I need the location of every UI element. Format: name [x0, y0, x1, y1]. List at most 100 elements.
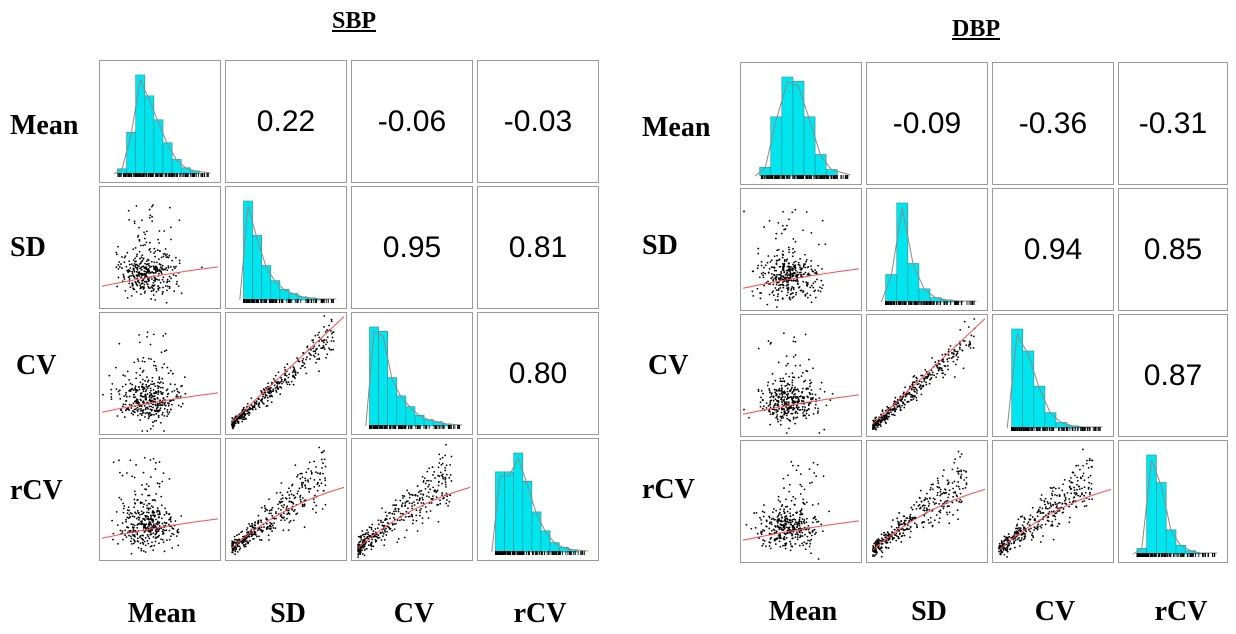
- sbp-cv-sd-point: [274, 387, 277, 389]
- dbp-sd-mean-point: [780, 232, 783, 235]
- sbp-rcv-mean-point: [122, 502, 125, 505]
- dbp-cv-sd-point: [913, 395, 916, 398]
- sbp-cv-sd-point: [330, 340, 333, 342]
- dbp-rcv-mean-point: [790, 499, 793, 502]
- dbp-rcv-mean-point: [785, 536, 788, 539]
- dbp-rcv-mean-point: [778, 537, 781, 540]
- sbp-cv-sd-point: [254, 402, 256, 404]
- sbp-rcv-mean-point: [165, 522, 168, 524]
- sbp-cv-mean-point: [125, 400, 127, 402]
- sbp-corr-cell: -0.06: [351, 60, 473, 183]
- sbp-cv-mean-point: [110, 388, 113, 391]
- dbp-sd-mean-point: [819, 290, 822, 293]
- sbp-sd-mean-point: [147, 264, 150, 267]
- sbp-rcv-mean-point: [153, 515, 156, 518]
- sbp-rcv-cv-point: [442, 477, 445, 480]
- dbp-rcv-mean-point: [811, 521, 814, 524]
- dbp-sd-mean-point: [787, 280, 790, 283]
- dbp-rcv-mean-point: [769, 541, 772, 544]
- dbp-cv-mean-point: [783, 390, 786, 393]
- dbp-cv-mean-point: [786, 382, 789, 385]
- sbp-rcv-sd-point: [308, 487, 310, 490]
- sbp-sd-mean-point: [157, 289, 160, 291]
- sbp-cv-sd-point: [332, 331, 335, 334]
- sbp-rcv-cv-point: [374, 535, 376, 538]
- dbp-sd-mean-point: [809, 294, 812, 297]
- sbp-rcv-mean-point: [144, 536, 147, 539]
- sbp-cv-mean-point: [152, 333, 155, 336]
- sbp-rcv-cv-point: [399, 499, 402, 502]
- dbp-cv-sd-point: [954, 350, 957, 353]
- sbp-rcv-mean-point: [146, 507, 149, 510]
- sbp-sd-mean-point: [139, 267, 141, 270]
- dbp-cv-mean-point: [785, 373, 787, 375]
- dbp-sd-mean-point: [785, 284, 788, 287]
- dbp-sd-mean-point: [764, 272, 767, 275]
- dbp-cv-mean-point: [760, 396, 762, 399]
- dbp-cv-mean-point: [784, 396, 786, 399]
- dbp-cv-mean-point: [765, 406, 768, 409]
- dbp-cv-mean-point: [768, 389, 771, 392]
- sbp-sd-mean-point: [162, 286, 164, 289]
- dbp-cv-mean-point: [785, 364, 788, 367]
- dbp-cv-mean-point: [782, 416, 784, 419]
- sbp-rcv-mean-point: [136, 537, 139, 540]
- dbp-rcv-mean-point: [773, 529, 776, 532]
- dbp-sd-mean-point: [775, 283, 778, 286]
- sbp-rcv-mean-point: [161, 533, 164, 536]
- dbp-rcv-mean-point: [777, 513, 780, 515]
- dbp-sd-mean-point: [795, 293, 797, 296]
- sbp-rcv-cv-point: [393, 528, 396, 531]
- dbp-sd-mean-point: [804, 266, 807, 269]
- sbp-cv-mean-point: [126, 407, 129, 410]
- sbp-cv-mean-point: [145, 398, 147, 401]
- sbp-rcv-mean-point: [165, 529, 168, 532]
- dbp-sd-mean-point: [783, 271, 786, 274]
- dbp-rcv-mean-point: [745, 523, 748, 526]
- sbp-cv-sd-point: [315, 361, 317, 364]
- sbp-cv-sd-point: [233, 422, 235, 425]
- sbp-sd-mean-point: [151, 278, 153, 280]
- dbp-cv-mean-point: [775, 411, 778, 414]
- sbp-sd-mean-point: [152, 289, 155, 292]
- sbp-rcv-cv-point: [445, 502, 448, 505]
- sbp-cv-sd-point: [313, 355, 316, 358]
- sbp-rcv-mean-point: [141, 513, 143, 516]
- sbp-sd-mean-point: [138, 226, 140, 229]
- dbp-sd-mean-point: [784, 277, 786, 279]
- sbp-sd-mean-point: [166, 269, 169, 272]
- sbp-sd-mean-point: [132, 259, 135, 261]
- sbp-rcv-sd-point: [257, 519, 260, 522]
- dbp-cv-mean-point: [792, 416, 795, 419]
- dbp-cv-sd-point: [889, 411, 892, 414]
- sbp-rcv-cv-point: [392, 504, 395, 507]
- dbp-rcv-mean-point: [783, 527, 786, 530]
- dbp-rcv-mean-point: [817, 558, 820, 560]
- sbp-rcv-mean-point: [121, 474, 124, 477]
- dbp-corr-cell: 0.87: [1118, 314, 1228, 437]
- dbp-sd-mean-point: [795, 291, 798, 294]
- dbp-cv-sd-point: [888, 415, 891, 418]
- sbp-sd-mean-point: [171, 268, 174, 271]
- sbp-cv-sd-point: [316, 333, 319, 336]
- dbp-sd-mean-point: [820, 279, 823, 282]
- sbp-cv-mean-point: [181, 402, 184, 405]
- dbp-sd-mean-point: [777, 293, 779, 296]
- sbp-sd-mean-point: [134, 257, 137, 260]
- sbp-rcv-mean-point: [151, 528, 154, 531]
- sbp-rcv-cv-point: [402, 519, 405, 522]
- dbp-cv-mean-point: [771, 372, 774, 375]
- sbp-corr-mean-sd: 0.22: [256, 104, 316, 138]
- sbp-rcv-sd-point: [304, 477, 307, 480]
- sbp-cv-sd-point: [298, 360, 301, 363]
- sbp-cv-mean-point: [149, 414, 152, 417]
- dbp-cv-mean-point: [780, 407, 783, 410]
- sbp-rcv-mean-point: [129, 515, 132, 518]
- sbp-rcv-cv-point: [441, 462, 444, 465]
- sbp-rcv-cv-point: [430, 502, 433, 504]
- sbp-sd-mean-point: [148, 287, 150, 289]
- sbp-rcv-cv-point: [407, 515, 410, 518]
- sbp-rcv-cv-point: [361, 541, 364, 544]
- dbp-cv-sd-point: [910, 388, 913, 391]
- sbp-rcv-sd-point: [254, 532, 257, 534]
